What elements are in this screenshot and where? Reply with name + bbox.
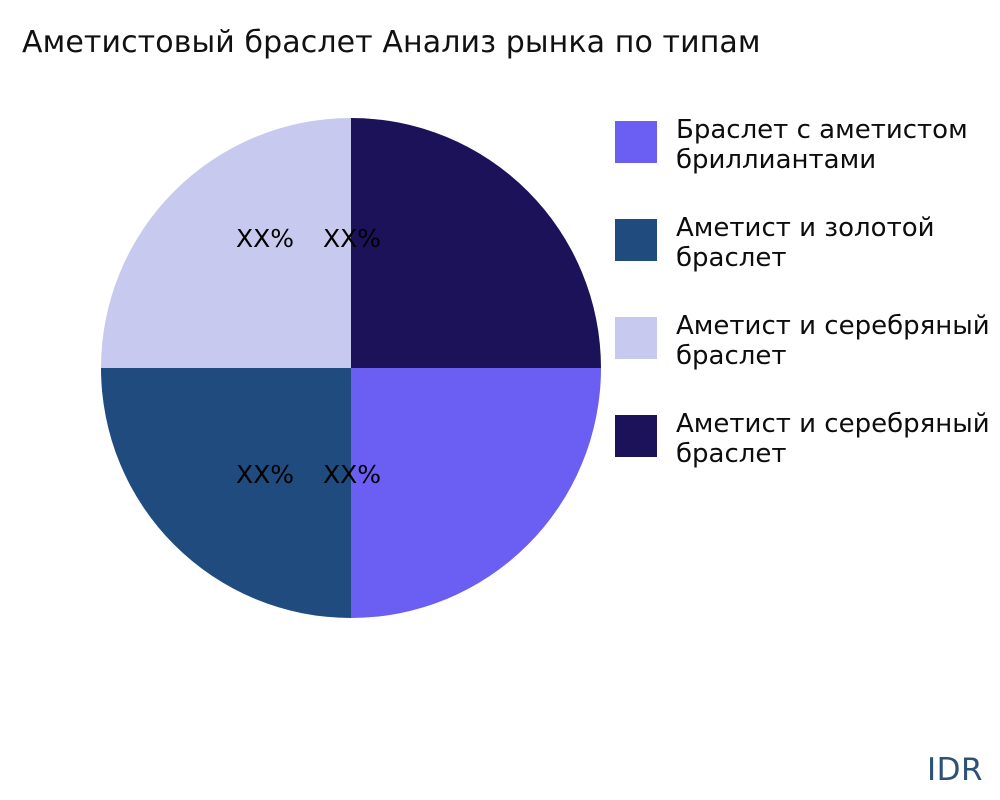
legend-item-amethyst-silver-dark[interactable]: Аметист и серебряный браслет xyxy=(615,409,1000,502)
pie-slice-label-amethyst-silver-dark: XX% xyxy=(323,224,381,253)
legend-item-label: Браслет с аметистом бриллиантами xyxy=(676,115,968,175)
legend-item-label: Аметист и серебряный браслет xyxy=(676,409,990,469)
legend-item-label: Аметист и серебряный браслет xyxy=(676,311,990,371)
pie-chart: XX% XX% XX% XX% xyxy=(101,118,601,618)
page-title: Аметистовый браслет Анализ рынка по типа… xyxy=(22,25,761,60)
pie-slice-label-amethyst-silver-light: XX% xyxy=(236,224,294,253)
pie-slice-label-amethyst-diamond: XX% xyxy=(323,460,381,489)
legend-item-label: Аметист и золотой браслет xyxy=(676,213,935,273)
legend: Браслет с аметистом бриллиантами Аметист… xyxy=(615,115,1000,518)
legend-color-swatch-icon xyxy=(615,121,657,163)
legend-color-swatch-icon xyxy=(615,219,657,261)
legend-color-swatch-icon xyxy=(615,317,657,359)
pie-slice-amethyst-silver-light[interactable] xyxy=(101,118,351,368)
pie-slice-amethyst-gold[interactable] xyxy=(101,368,351,618)
pie-slice-label-amethyst-gold: XX% xyxy=(236,460,294,489)
legend-color-swatch-icon xyxy=(615,415,657,457)
pie-slice-amethyst-silver-dark[interactable] xyxy=(351,118,601,368)
pie-slice-amethyst-diamond[interactable] xyxy=(351,368,601,618)
watermark-idr: IDR xyxy=(927,752,984,788)
legend-item-amethyst-gold[interactable]: Аметист и золотой браслет xyxy=(615,213,1000,306)
legend-item-amethyst-diamond[interactable]: Браслет с аметистом бриллиантами xyxy=(615,115,1000,208)
legend-item-amethyst-silver-light[interactable]: Аметист и серебряный браслет xyxy=(615,311,1000,404)
pie-chart-svg: XX% XX% XX% XX% xyxy=(101,118,601,618)
